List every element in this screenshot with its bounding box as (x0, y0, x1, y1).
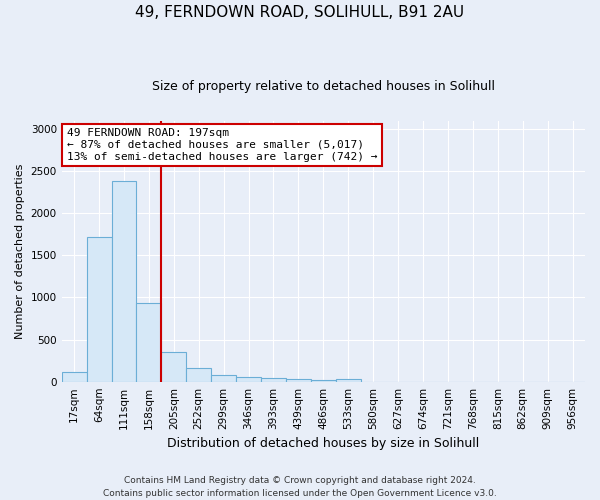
X-axis label: Distribution of detached houses by size in Solihull: Distribution of detached houses by size … (167, 437, 479, 450)
Bar (86, 237, 112, 382)
Bar (336, 379, 361, 382)
Bar (261, 378, 286, 382)
Bar (62, 372, 86, 382)
Bar (211, 374, 236, 382)
Bar (186, 368, 211, 382)
Text: 49 FERNDOWN ROAD: 197sqm
← 87% of detached houses are smaller (5,017)
13% of sem: 49 FERNDOWN ROAD: 197sqm ← 87% of detach… (67, 128, 377, 162)
Bar (112, 181, 136, 382)
Y-axis label: Number of detached properties: Number of detached properties (15, 164, 25, 339)
Text: 49, FERNDOWN ROAD, SOLIHULL, B91 2AU: 49, FERNDOWN ROAD, SOLIHULL, B91 2AU (136, 5, 464, 20)
Title: Size of property relative to detached houses in Solihull: Size of property relative to detached ho… (152, 80, 495, 93)
Bar (161, 352, 186, 382)
Text: Contains HM Land Registry data © Crown copyright and database right 2024.
Contai: Contains HM Land Registry data © Crown c… (103, 476, 497, 498)
Bar (236, 377, 261, 382)
Bar (311, 380, 336, 382)
Bar (286, 379, 311, 382)
Bar (136, 304, 161, 382)
